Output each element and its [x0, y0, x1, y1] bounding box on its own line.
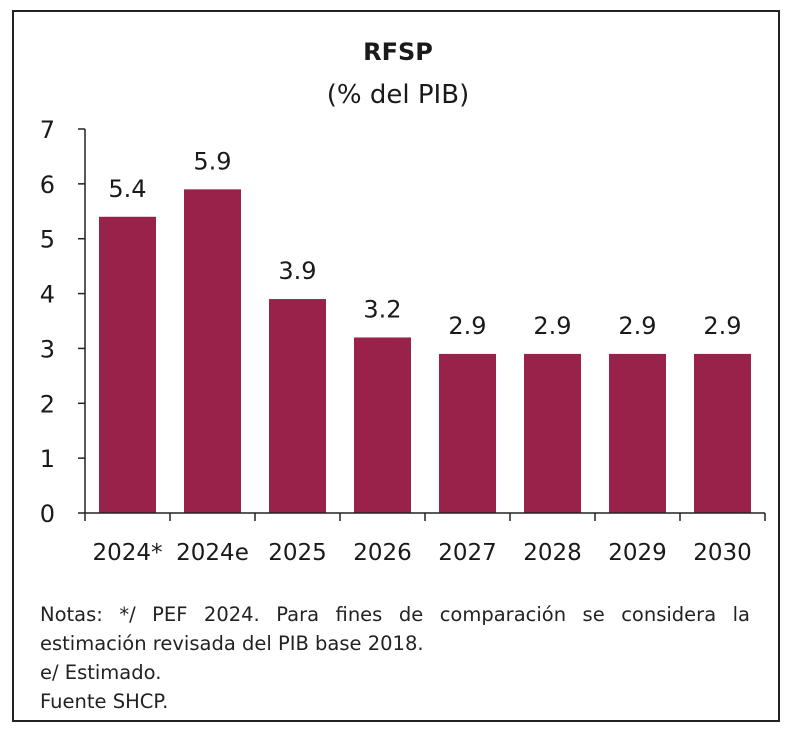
note-line: Notas: */ PEF 2024. Para fines de compar…: [40, 603, 750, 626]
x-tick-label: 2028: [523, 540, 582, 566]
bar-2030: [694, 353, 751, 513]
chart-subtitle: (% del PIB): [326, 80, 470, 110]
bar-2028: [524, 353, 581, 513]
x-tick-label: 2025: [268, 540, 327, 566]
y-tick-label: 3: [40, 335, 55, 363]
y-tick-label: 5: [40, 226, 55, 254]
bar-2025: [269, 299, 326, 513]
bar-2029: [609, 353, 666, 513]
y-tick-label: 0: [40, 500, 55, 528]
x-tick-label: 2027: [438, 540, 497, 566]
bar-2026: [354, 337, 411, 513]
y-tick-label: 4: [40, 281, 55, 309]
y-tick-label: 7: [40, 116, 55, 144]
x-tick-label: 2029: [608, 540, 667, 566]
data-label: 2.9: [703, 312, 741, 340]
data-label: 2.9: [448, 312, 486, 340]
y-tick-label: 2: [40, 390, 55, 418]
x-tick-label: 2024e: [176, 540, 249, 566]
x-tick-label: 2024*: [92, 540, 162, 566]
data-label: 2.9: [618, 312, 656, 340]
bar-2024e: [184, 189, 241, 514]
data-label: 5.4: [108, 175, 146, 203]
x-tick-label: 2026: [353, 540, 412, 566]
chart-title: RFSP: [363, 38, 433, 66]
note-line: estimación revisada del PIB base 2018.: [40, 632, 424, 655]
x-tick-label: 2030: [693, 540, 752, 566]
bar-2027: [439, 353, 496, 513]
note-line: e/ Estimado.: [40, 661, 162, 684]
bar-chart: 0 1 2 3 4 5 6 7 5.4 2024* 5.9 2024e 3.9 2025 3.2 2026 2.…: [40, 116, 766, 566]
bar-2024*: [99, 216, 156, 513]
note-line: Fuente SHCP.: [40, 690, 169, 713]
y-tick-label: 6: [40, 171, 55, 199]
data-label: 3.2: [363, 295, 401, 323]
data-label: 5.9: [193, 147, 231, 175]
y-tick-label: 1: [40, 445, 55, 473]
data-label: 3.9: [278, 257, 316, 285]
chart-notes: Notas: */ PEF 2024. Para fines de compar…: [40, 600, 750, 716]
data-label: 2.9: [533, 312, 571, 340]
